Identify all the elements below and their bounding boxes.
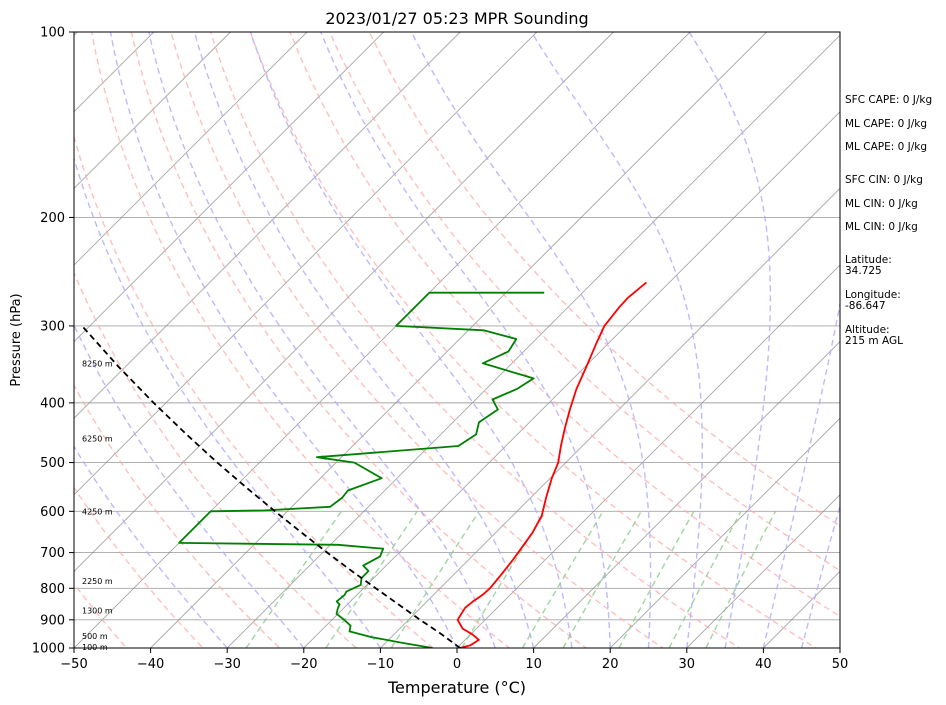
annotation-text: ML CIN: 0 J/kg — [845, 221, 918, 233]
dry-adiabat-line — [74, 486, 205, 648]
isotherm-line — [380, 187, 840, 648]
mixing-ratio-line — [562, 510, 642, 648]
x-tick-label: 50 — [832, 657, 849, 672]
moist-adiabat-line — [193, 32, 535, 648]
moist-adiabat-line — [74, 155, 381, 648]
y-axis-ticks: 1000 900 800 700 600 500 400 300 200 100 — [32, 26, 74, 657]
dry-adiabat-line — [249, 32, 818, 648]
dry-adiabat-line — [209, 32, 741, 648]
annotation-text: SFC CAPE: 0 J/kg — [845, 94, 932, 106]
moist-adiabat-line — [688, 32, 772, 648]
mixing-ratio-line — [705, 510, 777, 648]
profile-lines — [81, 281, 647, 648]
dewpoint-profile-line — [178, 291, 545, 648]
annotation-text: SFC CIN: 0 J/kg — [845, 174, 923, 186]
x-tick-label: −50 — [60, 657, 87, 672]
dry-adiabat-line — [289, 32, 840, 618]
dry-adiabat-line — [90, 32, 511, 648]
temperature-profile-line — [456, 281, 647, 648]
height-marker-label: 1300 m — [82, 607, 113, 616]
dry-adiabat-line — [74, 383, 281, 648]
moist-adiabat-line — [762, 300, 840, 648]
dry-adiabat-line — [328, 32, 840, 572]
y-tick-label: 500 — [40, 456, 65, 471]
mixing-ratio-line — [618, 510, 695, 648]
moist-adiabat-line — [320, 32, 611, 648]
y-axis-label: Pressure (hPa) — [9, 293, 24, 386]
height-marker-label: 500 m — [82, 632, 108, 641]
x-axis-ticks: −50 −40 −30 −20 −10 0 10 20 30 40 50 — [60, 648, 848, 672]
mixing-ratio-line — [245, 510, 342, 648]
chart-title: 2023/01/27 05:23 MPR Sounding — [325, 9, 588, 28]
height-marker-label: 100 m — [82, 643, 108, 652]
dry-adiabat-line — [170, 32, 664, 648]
mixing-ratio-line — [325, 510, 418, 648]
y-tick-label: 700 — [40, 546, 65, 561]
x-tick-label: −20 — [290, 657, 317, 672]
height-marker-label: 4250 m — [82, 507, 113, 516]
dry-adiabat-line — [74, 271, 358, 648]
isotherm-line — [303, 111, 840, 648]
dry-adiabat-line — [130, 32, 588, 648]
annotation-text: Altitude: 215 m AGL — [845, 324, 903, 347]
annotation-text: ML CIN: 0 J/kg — [845, 198, 918, 210]
y-tick-label: 200 — [40, 211, 65, 226]
x-tick-label: −40 — [137, 657, 164, 672]
y-tick-label: 300 — [40, 319, 65, 334]
height-marker-label: 2250 m — [82, 577, 113, 586]
moist-adiabat-line — [801, 503, 840, 648]
height-marker-label: 6250 m — [82, 435, 113, 444]
moist-adiabat-line — [249, 32, 573, 648]
y-tick-label: 900 — [40, 613, 65, 628]
annotation-text: ML CAPE: 0 J/kg — [845, 141, 927, 153]
annotation-text: Latitude: 34.725 — [845, 254, 892, 277]
annotation-text: ML CAPE: 0 J/kg — [845, 118, 927, 130]
x-tick-label: −10 — [367, 657, 394, 672]
annotation-text: Longitude: -86.647 — [845, 289, 901, 312]
isotherm-line — [74, 32, 308, 266]
moist-adiabat-line — [410, 32, 652, 648]
isotherm-line — [686, 494, 840, 648]
height-markers: 100 m 500 m 1300 m 2250 m 4250 m 6250 m 8250 m — [82, 359, 113, 652]
dry-adiabat-line — [368, 32, 840, 527]
mixing-ratio-line — [390, 510, 480, 648]
y-tick-label: 600 — [40, 505, 65, 520]
isotherm-line — [609, 417, 840, 648]
height-marker-label: 8250 m — [82, 359, 113, 368]
x-axis-label: Temperature (°C) — [387, 678, 526, 697]
y-tick-label: 800 — [40, 582, 65, 597]
isotherm-line — [456, 264, 840, 648]
parcel-profile-line — [81, 325, 461, 648]
y-tick-label: 100 — [40, 26, 65, 41]
isotherm-line — [74, 32, 691, 648]
x-tick-label: 10 — [525, 657, 542, 672]
moist-adiabat-line — [74, 445, 228, 648]
mixing-ratio-line — [668, 510, 742, 648]
x-tick-label: 40 — [755, 657, 772, 672]
isotherm-line — [74, 32, 231, 190]
sounding-annotations: SFC CAPE: 0 J/kg ML CAPE: 0 J/kg ML CAPE: … — [845, 94, 932, 347]
mixing-ratio-line — [461, 510, 547, 648]
y-tick-label: 1000 — [32, 642, 65, 657]
isotherm-line — [150, 32, 767, 648]
x-tick-label: −30 — [213, 657, 240, 672]
isotherm-line — [74, 32, 384, 343]
moist-adiabat-line — [109, 32, 458, 648]
mixing-ratio-line — [521, 510, 604, 648]
x-tick-label: 20 — [602, 657, 619, 672]
moist-adiabat-line — [530, 32, 703, 648]
isotherm-line — [74, 32, 614, 573]
isotherm-line — [74, 32, 538, 496]
x-tick-label: 0 — [453, 657, 461, 672]
x-tick-label: 30 — [679, 657, 696, 672]
y-tick-label: 400 — [40, 396, 65, 411]
isotherm-line — [533, 340, 840, 648]
moist-adiabat-line — [148, 32, 496, 648]
isotherm-line — [74, 32, 461, 419]
